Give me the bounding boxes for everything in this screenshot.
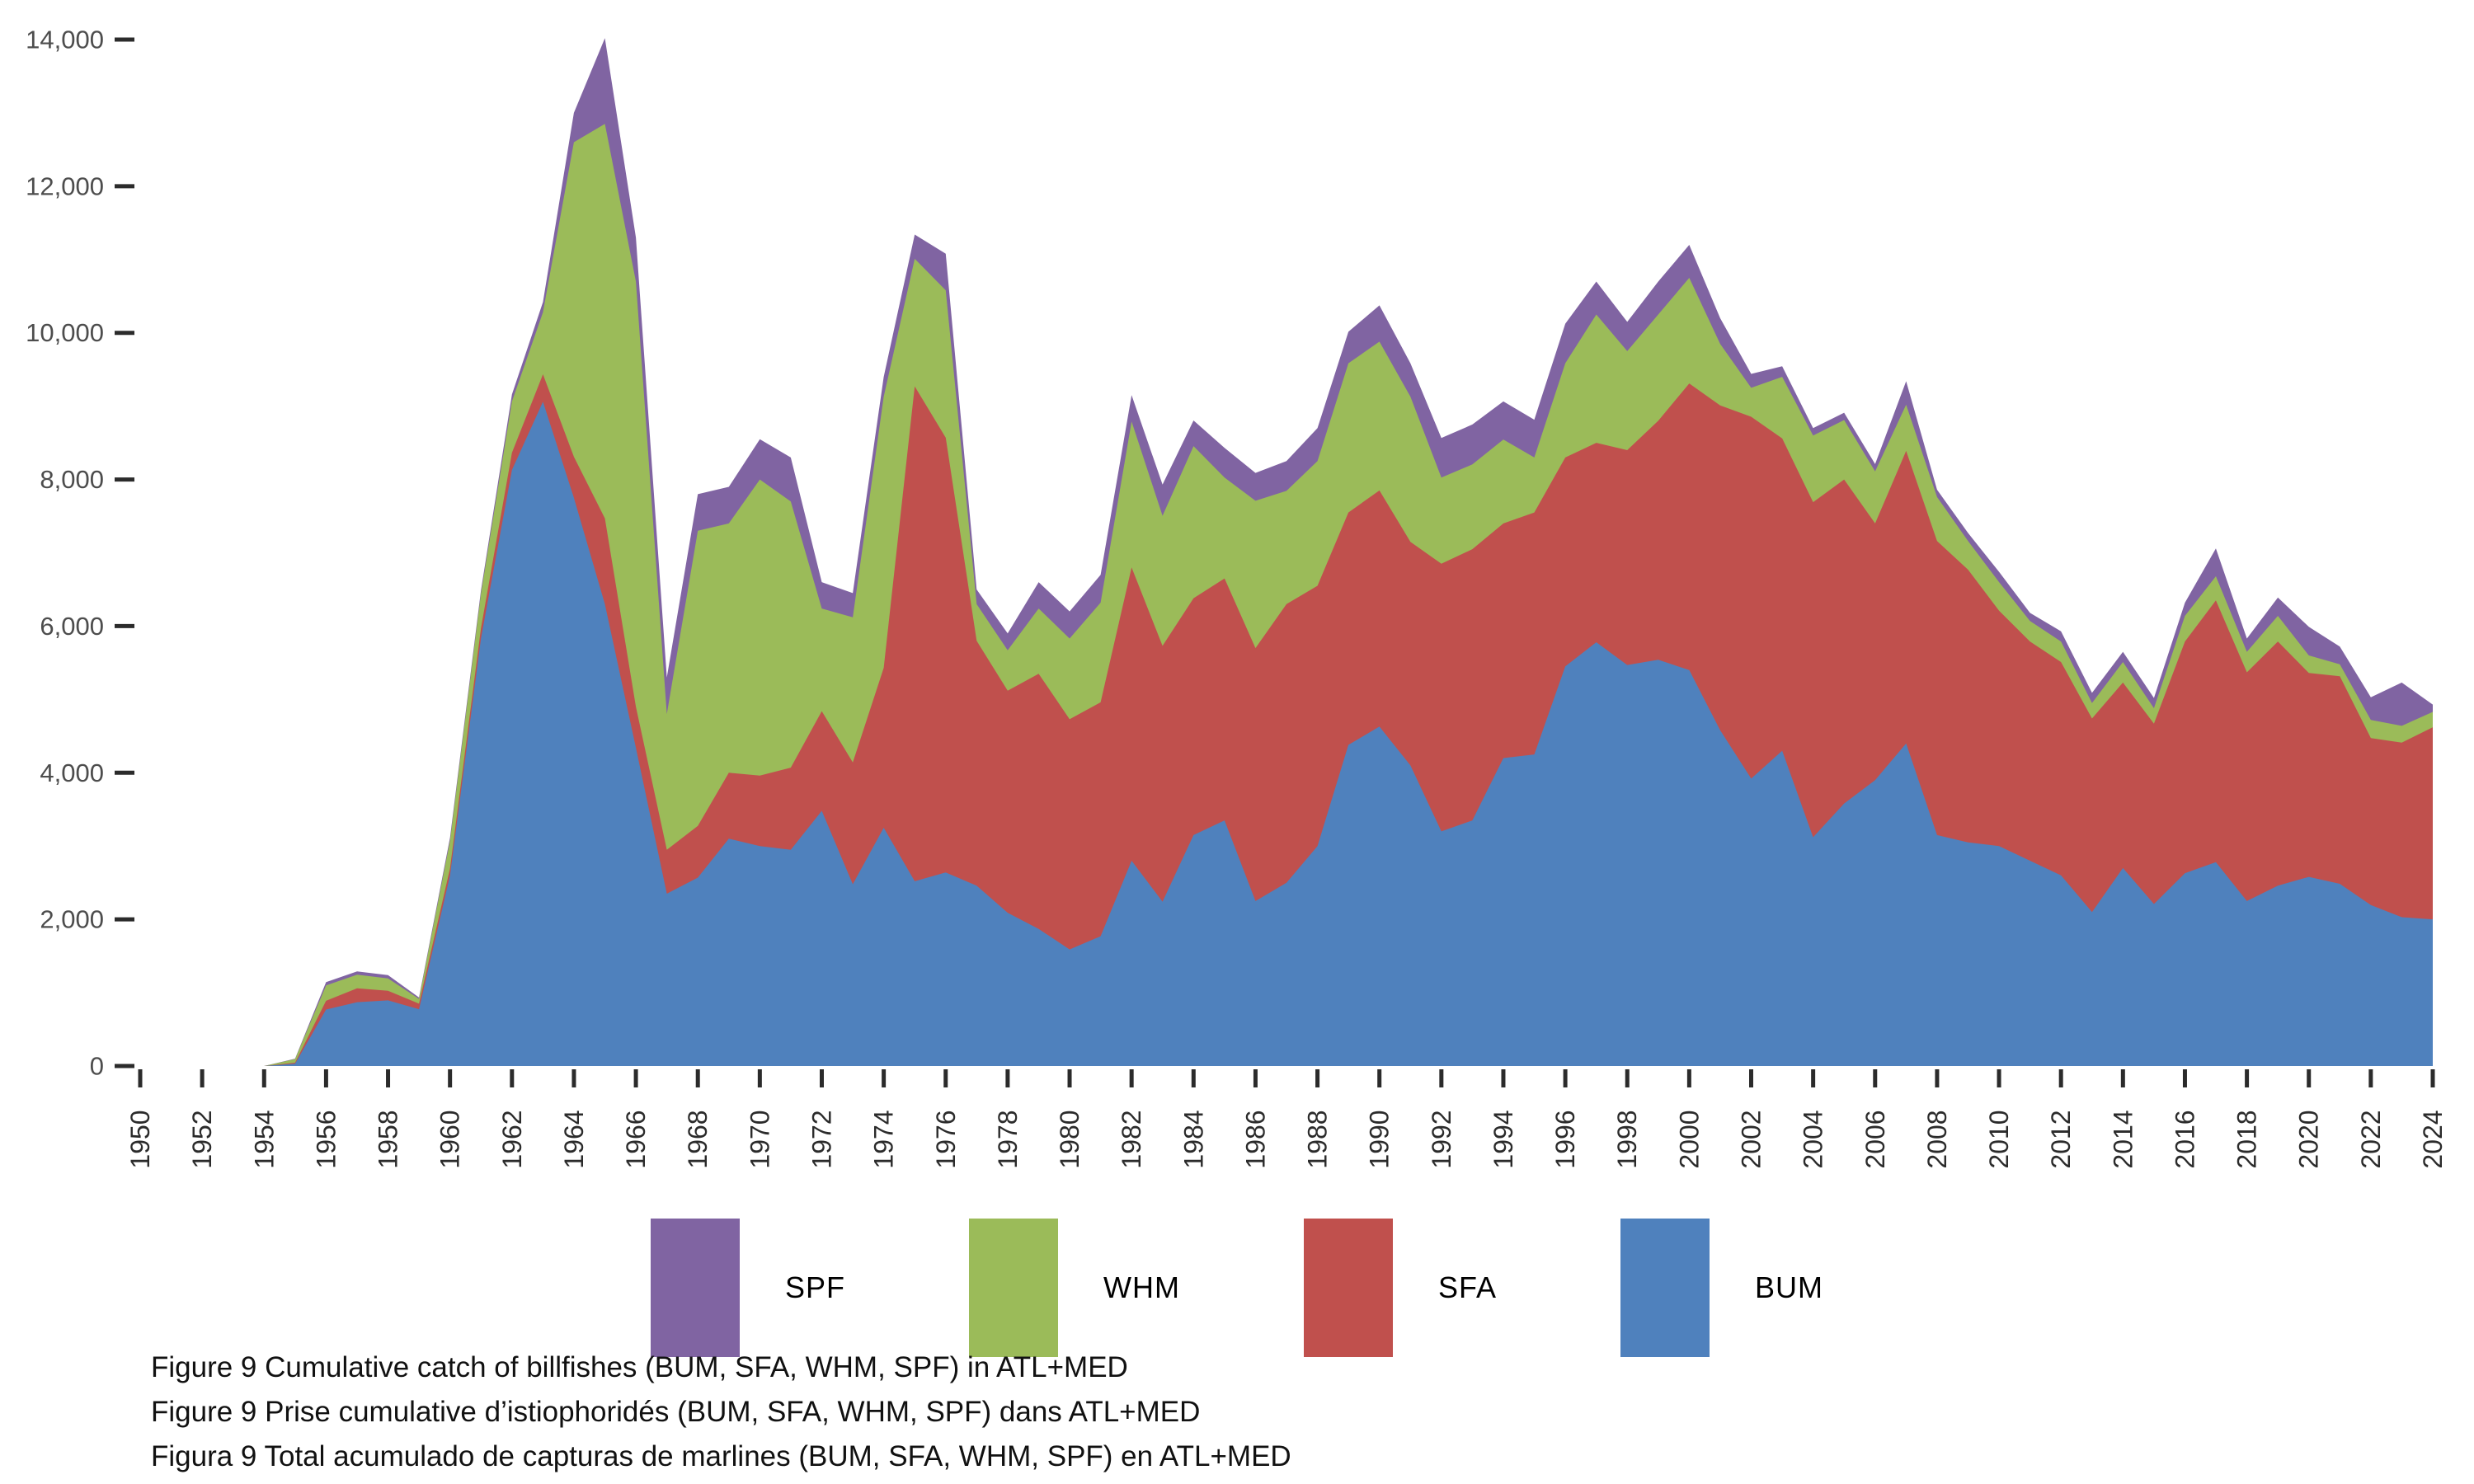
legend: SPF WHM SFA BUM [0, 1219, 2474, 1357]
x-tick-label: 1980 [1055, 1110, 1084, 1168]
x-tick-label: 1986 [1240, 1110, 1270, 1168]
x-tick-label: 1992 [1427, 1110, 1456, 1168]
x-tick-label: 2006 [1860, 1110, 1890, 1168]
y-tick-label: 10,000 [26, 318, 104, 347]
x-tick-label: 1964 [559, 1110, 589, 1168]
x-tick-label: 1958 [374, 1110, 403, 1168]
x-tick-label: 2012 [2046, 1110, 2076, 1168]
x-axis: 1950 1952 1954 1956 1958 1960 1962 1964 1966 1968… [125, 1069, 2448, 1169]
x-tick-label: 1972 [807, 1110, 836, 1168]
legend-swatch-bum [1620, 1219, 1710, 1357]
caption-spanish: Figura 9 Total acumulado de capturas de … [151, 1440, 1291, 1472]
y-axis: 0 2,000 4,000 6,000 8,000 10,000 12,000 14,000 [26, 26, 134, 1081]
legend-swatch-spf [650, 1219, 740, 1357]
x-tick-label: 1968 [683, 1110, 713, 1168]
x-tick-label: 1974 [869, 1110, 899, 1168]
y-tick-label: 2,000 [40, 905, 104, 934]
legend-label: WHM [1103, 1270, 1180, 1304]
legend-item-sfa: SFA [1303, 1219, 1497, 1357]
x-tick-label: 1976 [931, 1110, 961, 1168]
x-tick-label: 1982 [1117, 1110, 1146, 1168]
y-tick-label: 0 [90, 1052, 104, 1081]
legend-swatch-whm [969, 1219, 1058, 1357]
x-tick-label: 2018 [2232, 1110, 2262, 1168]
legend-item-bum: BUM [1620, 1219, 1823, 1357]
x-tick-label: 2016 [2170, 1110, 2199, 1168]
x-tick-label: 1956 [311, 1110, 341, 1168]
legend-label: BUM [1755, 1270, 1823, 1304]
x-tick-label: 1988 [1303, 1110, 1333, 1168]
x-tick-label: 1978 [993, 1110, 1023, 1168]
x-tick-label: 2008 [1922, 1110, 1952, 1168]
legend-item-whm: WHM [969, 1219, 1180, 1357]
x-tick-label: 2022 [2356, 1110, 2386, 1168]
legend-item-spf: SPF [650, 1219, 845, 1357]
x-tick-label: 1962 [497, 1110, 527, 1168]
x-tick-label: 2024 [2418, 1110, 2448, 1168]
x-tick-label: 1966 [621, 1110, 651, 1168]
y-tick-label: 14,000 [26, 26, 104, 54]
x-tick-label: 2014 [2108, 1110, 2138, 1168]
y-tick-label: 8,000 [40, 465, 104, 494]
legend-label: SFA [1437, 1270, 1497, 1304]
y-tick-label: 12,000 [26, 171, 104, 200]
x-tick-label: 1960 [435, 1110, 465, 1168]
legend-label: SPF [784, 1270, 845, 1304]
x-tick-label: 2002 [1737, 1110, 1766, 1168]
x-tick-label: 1952 [187, 1110, 217, 1168]
x-tick-label: 1996 [1550, 1110, 1580, 1168]
x-tick-label: 1994 [1489, 1110, 1518, 1168]
y-tick-label: 4,000 [40, 758, 104, 787]
x-tick-label: 1990 [1365, 1110, 1395, 1168]
x-tick-label: 2020 [2294, 1110, 2324, 1168]
area-bum [140, 402, 2433, 1066]
x-tick-label: 2000 [1674, 1110, 1704, 1168]
x-tick-label: 1950 [125, 1110, 155, 1168]
caption-french: Figure 9 Prise cumulative d’istiophoridé… [151, 1396, 1201, 1428]
legend-swatch-sfa [1303, 1219, 1393, 1357]
x-tick-label: 2004 [1799, 1110, 1828, 1168]
y-tick-label: 6,000 [40, 612, 104, 641]
x-tick-label: 1998 [1612, 1110, 1642, 1168]
caption-english: Figure 9 Cumulative catch of billfishes … [151, 1351, 1128, 1383]
x-tick-label: 1954 [249, 1110, 279, 1168]
x-tick-label: 1970 [745, 1110, 774, 1168]
figure-captions: Figure 9 Cumulative catch of billfishes … [151, 1345, 1291, 1479]
area-layers [140, 38, 2433, 1067]
x-tick-label: 1984 [1178, 1110, 1208, 1168]
x-tick-label: 2010 [1984, 1110, 2014, 1168]
